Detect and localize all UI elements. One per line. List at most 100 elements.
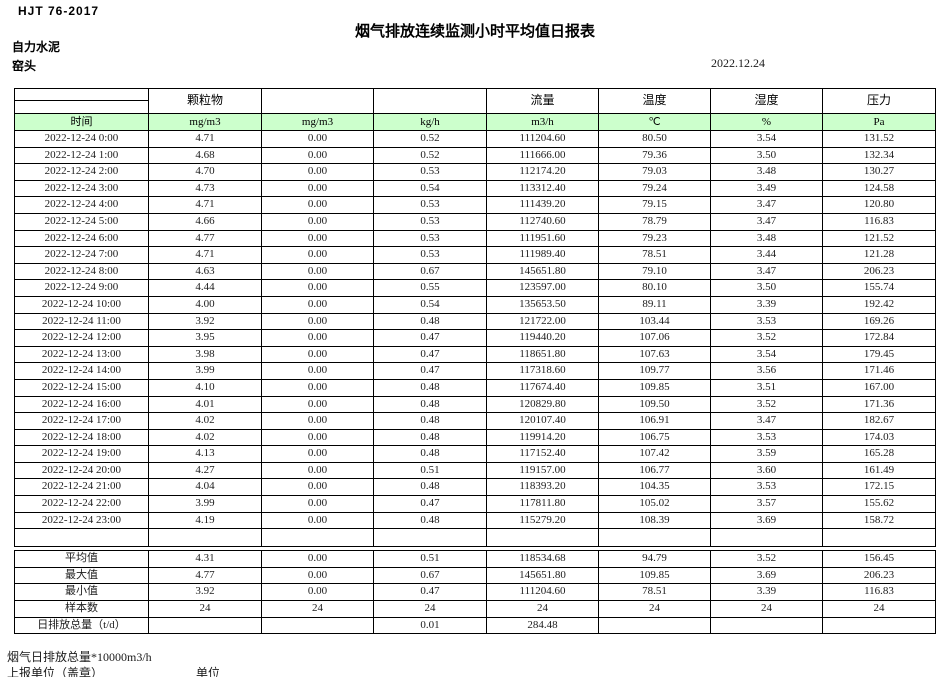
unit-header-cell: Pa	[822, 113, 936, 131]
value-cell: 4.68	[148, 146, 262, 165]
value-cell: 0.00	[261, 295, 374, 314]
value-cell: 0.00	[261, 428, 374, 447]
summary-value-cell: 0.00	[261, 583, 374, 602]
value-cell: 107.63	[598, 345, 711, 364]
value-cell: 0.00	[261, 212, 374, 231]
value-cell: 0.52	[373, 130, 487, 148]
value-cell: 111439.20	[486, 196, 599, 214]
value-cell: 135653.50	[486, 295, 599, 314]
group-header-cell: 湿度	[710, 88, 823, 114]
time-cell: 2022-12-24 5:00	[14, 212, 149, 231]
value-cell: 158.72	[822, 511, 936, 530]
value-cell: 104.35	[598, 478, 711, 497]
reporting-unit-label: 上报单位（盖章）	[7, 666, 104, 677]
time-cell: 2022-12-24 16:00	[14, 395, 149, 414]
table-row: 2022-12-24 11:00 3.92 0.00 0.48 121722.00 103…	[14, 312, 936, 331]
summary-label-cell: 样本数	[14, 600, 149, 618]
table-row: 2022-12-24 15:00 4.10 0.00 0.48 117674.40 109…	[14, 378, 936, 397]
value-cell: 4.71	[148, 130, 262, 148]
value-cell: 0.47	[373, 329, 487, 347]
value-cell: 112174.20	[486, 163, 599, 181]
value-cell: 145651.80	[486, 262, 599, 281]
summary-table: 平均值 4.31 0.00 0.51 118534.68 94.79 3.52 156.45 最…	[14, 550, 936, 635]
time-cell: 2022-12-24 13:00	[14, 345, 149, 364]
value-cell: 3.47	[710, 412, 823, 430]
value-cell: 172.84	[822, 329, 936, 347]
value-cell: 0.00	[261, 362, 374, 380]
time-cell: 2022-12-24 1:00	[14, 146, 149, 165]
value-cell: 4.19	[148, 511, 262, 530]
value-cell: 109.85	[598, 378, 711, 397]
value-cell: 3.99	[148, 495, 262, 513]
table-row: 2022-12-24 0:00 4.71 0.00 0.52 111204.60 80.5…	[14, 130, 936, 148]
value-cell: 0.67	[373, 262, 487, 281]
value-cell: 89.11	[598, 295, 711, 314]
value-cell: 4.02	[148, 428, 262, 447]
value-cell: 0.53	[373, 212, 487, 231]
value-cell: 4.13	[148, 445, 262, 463]
time-cell: 2022-12-24 9:00	[14, 279, 149, 297]
station-name: 窑头	[12, 59, 37, 73]
time-cell: 2022-12-24 23:00	[14, 511, 149, 530]
value-cell: 109.77	[598, 362, 711, 380]
summary-value-cell: 4.31	[148, 550, 262, 568]
time-cell: 2022-12-24 18:00	[14, 428, 149, 447]
value-cell: 165.28	[822, 445, 936, 463]
value-cell: 131.52	[822, 130, 936, 148]
value-cell: 121722.00	[486, 312, 599, 331]
value-cell: 78.79	[598, 212, 711, 231]
value-cell: 3.39	[710, 295, 823, 314]
value-cell: 107.42	[598, 445, 711, 463]
value-cell: 4.27	[148, 461, 262, 480]
value-cell: 171.36	[822, 395, 936, 414]
table-row: 2022-12-24 22:00 3.99 0.00 0.47 117811.80 105…	[14, 495, 936, 513]
blank-cell	[822, 528, 936, 548]
report-date: 2022.12.24	[711, 56, 765, 70]
value-cell: 0.51	[373, 461, 487, 480]
value-cell: 4.44	[148, 279, 262, 297]
table-row: 2022-12-24 7:00 4.71 0.00 0.53 111989.40 78.5…	[14, 246, 936, 264]
unit-header-row: 时间 mg/m3 mg/m3 kg/h m3/h ℃% Pa	[14, 113, 936, 131]
value-cell: 3.52	[710, 329, 823, 347]
value-cell: 0.53	[373, 229, 487, 248]
time-cell: 2022-12-24 4:00	[14, 196, 149, 214]
group-header-cell: 颗粒物	[148, 88, 262, 114]
summary-value-cell: 109.85	[598, 566, 711, 585]
value-cell: 0.00	[261, 378, 374, 397]
value-cell: 119440.20	[486, 329, 599, 347]
summary-value-cell: 24	[373, 600, 487, 618]
table-row: 2022-12-24 17:00 4.02 0.00 0.48 120107.40 106…	[14, 412, 936, 430]
value-cell: 109.50	[598, 395, 711, 414]
value-cell: 0.00	[261, 345, 374, 364]
summary-value-cell	[598, 616, 711, 635]
time-cell: 2022-12-24 2:00	[14, 163, 149, 181]
value-cell: 0.54	[373, 179, 487, 198]
summary-value-cell: 0.67	[373, 566, 487, 585]
value-cell: 3.47	[710, 196, 823, 214]
time-cell: 2022-12-24 10:00	[14, 295, 149, 314]
value-cell: 3.48	[710, 229, 823, 248]
value-cell: 3.48	[710, 163, 823, 181]
summary-row: 日排放总量（t/d） 0.01 284.48	[14, 616, 936, 635]
value-cell: 192.42	[822, 295, 936, 314]
unit-header-cell: ℃	[598, 113, 711, 131]
value-cell: 4.04	[148, 478, 262, 497]
value-cell: 0.00	[261, 146, 374, 165]
value-cell: 0.48	[373, 378, 487, 397]
value-cell: 0.55	[373, 279, 487, 297]
value-cell: 0.47	[373, 362, 487, 380]
value-cell: 4.71	[148, 246, 262, 264]
blank-cell	[373, 528, 487, 548]
value-cell: 0.48	[373, 445, 487, 463]
table-row: 2022-12-24 18:00 4.02 0.00 0.48 119914.20 106…	[14, 428, 936, 447]
value-cell: 3.54	[710, 130, 823, 148]
time-cell: 2022-12-24 22:00	[14, 495, 149, 513]
summary-value-cell: 284.48	[486, 616, 599, 635]
value-cell: 0.00	[261, 246, 374, 264]
summary-label-cell: 最大值	[14, 566, 149, 585]
value-cell: 0.48	[373, 428, 487, 447]
table-row: 2022-12-24 6:00 4.77 0.00 0.53 111951.60 79.2…	[14, 229, 936, 248]
group-header-cell: 压力	[822, 88, 936, 114]
value-cell: 3.53	[710, 478, 823, 497]
summary-value-cell: 78.51	[598, 583, 711, 602]
